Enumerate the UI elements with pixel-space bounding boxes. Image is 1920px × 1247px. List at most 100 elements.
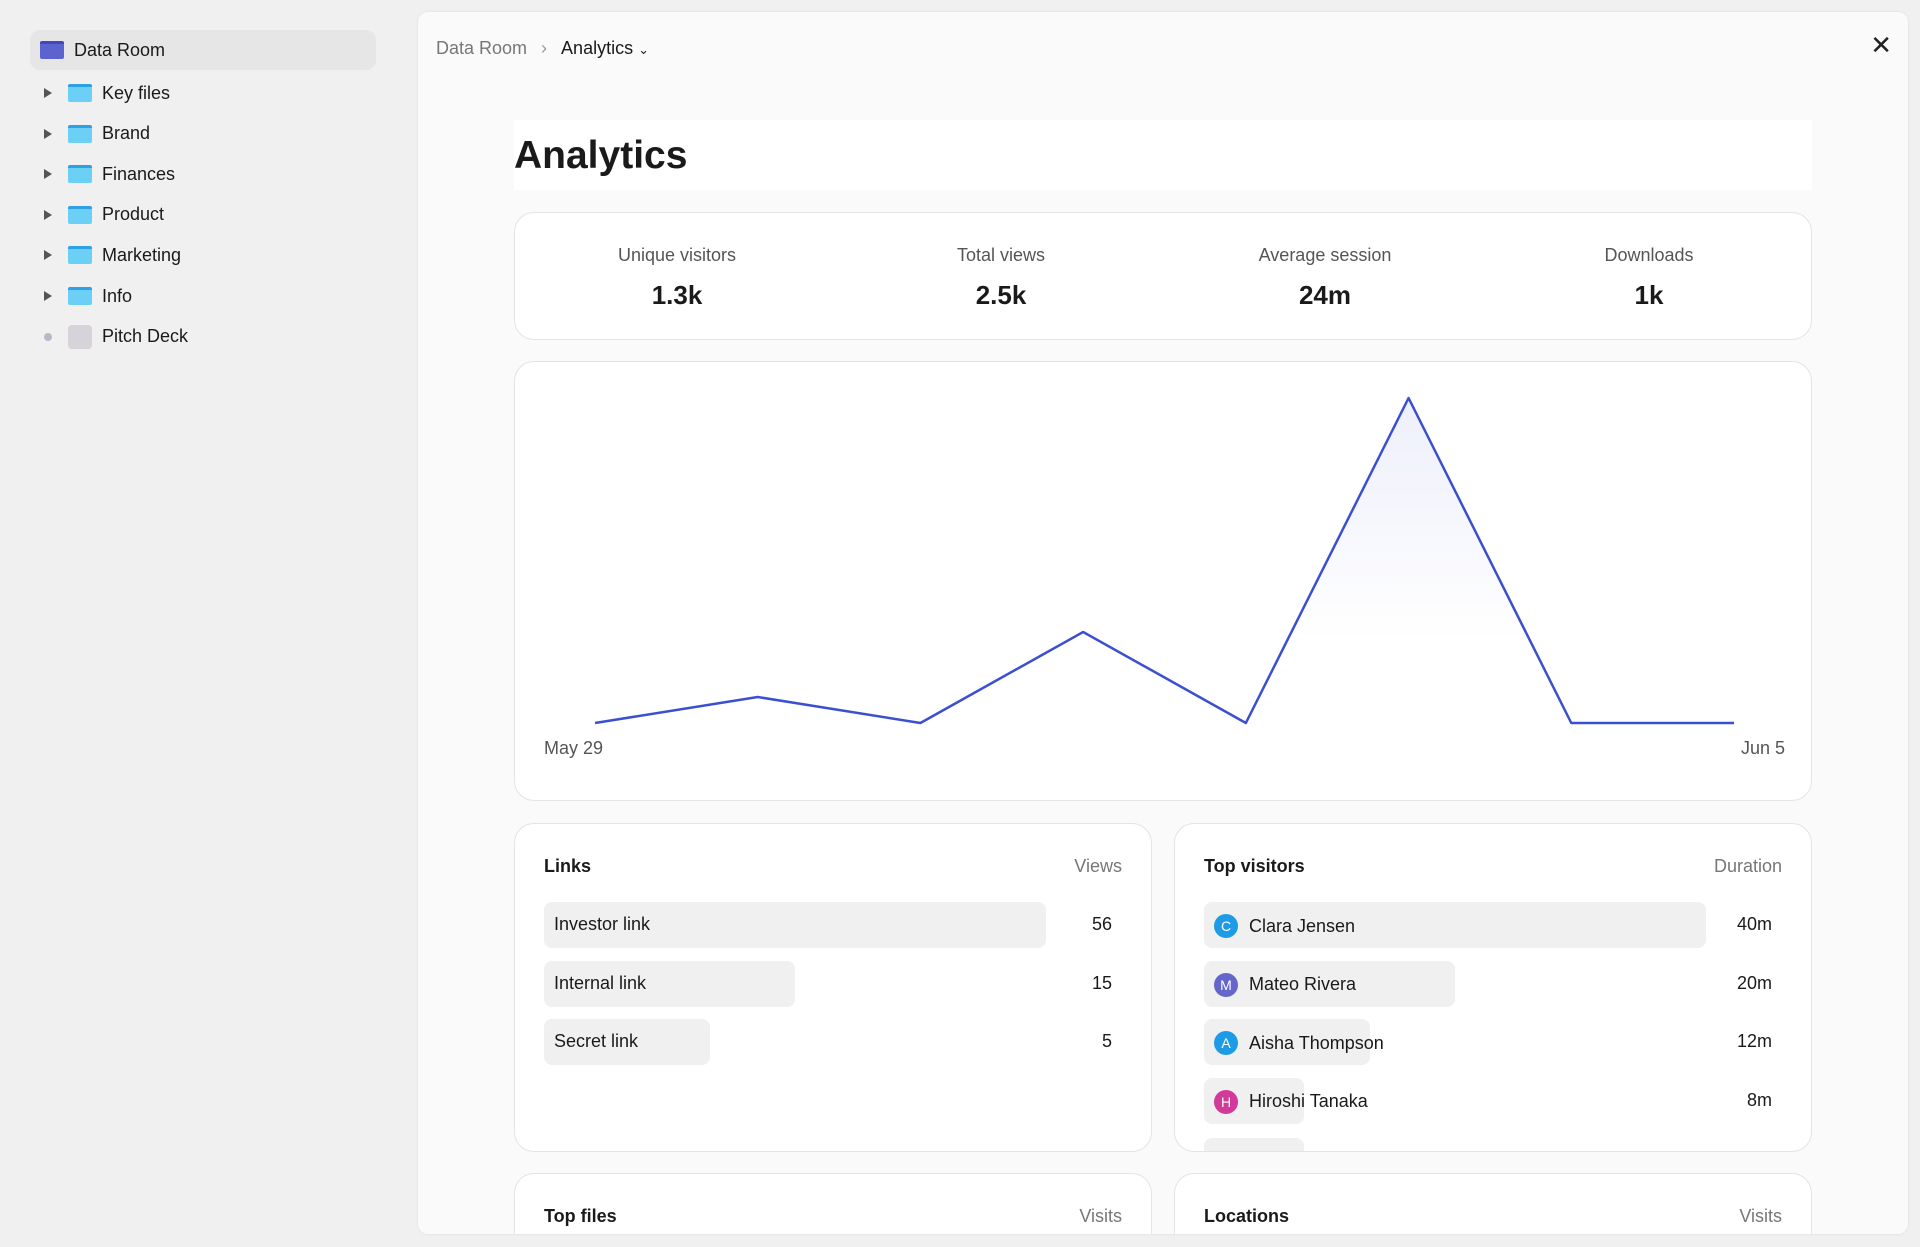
sidebar-item-pitch-deck[interactable]: Pitch Deck [44,320,188,354]
sidebar-item-marketing[interactable]: Marketing [44,238,181,272]
analytics-panel: Data Room › Analytics ⌄ ✕ Analytics Uniq… [418,12,1908,1234]
folder-icon [68,124,92,143]
sidebar-item-label: Key files [102,82,171,103]
chevron-right-icon: › [541,38,548,58]
sidebar-item-label: Brand [102,123,151,144]
link-label: Investor link [554,914,651,934]
stat-total-views: Total views 2.5k [839,213,1163,339]
x-tick-label-start: May 29 [544,738,603,758]
visitor-row[interactable]: A Aisha Thompson 12m [1204,1019,1782,1065]
sidebar-item-data-room[interactable]: Data Room [30,30,376,70]
link-row[interactable]: Investor link 56 [544,902,1122,948]
link-views: 5 [1101,1031,1112,1051]
visitors-title: Top visitors [1204,856,1305,876]
avatar: M [1214,972,1238,997]
sidebar-item-label: Data Room [74,39,166,60]
links-card: Links Views Investor link 56 Internal link… [514,823,1152,1152]
stat-value: 2.5k [975,280,1027,310]
stat-label: Unique visitors [617,245,737,265]
x-tick-label-end: Jun 5 [1741,738,1785,758]
breadcrumb-current: Analytics [561,38,634,58]
visitor-duration: 12m [1736,1031,1772,1051]
avatar: H [1214,1089,1238,1114]
breadcrumb: Data Room › Analytics ⌄ [436,38,649,59]
link-label: Internal link [554,972,647,993]
expand-arrow-icon[interactable] [44,291,52,301]
sidebar-item-label: Marketing [102,244,182,265]
sidebar-item-label: Pitch Deck [102,326,189,347]
file-thumbnail-icon [68,324,92,349]
avatar: A [1214,1031,1238,1055]
locations-column-header: Visits [1739,1206,1782,1226]
sidebar-item-label: Info [102,285,133,306]
sidebar-item-info[interactable]: Info [44,279,132,313]
folder-icon [68,165,92,184]
stat-value: 1.3k [651,280,703,310]
sidebar-item-label: Product [102,204,165,225]
link-row[interactable]: Secret link 5 [544,1019,1122,1065]
top-files-title: Top files [544,1206,617,1226]
duration-bar [1204,902,1706,948]
link-row[interactable]: Internal link 15 [544,960,1122,1007]
expand-arrow-icon[interactable] [44,250,52,261]
sidebar-item-brand[interactable]: Brand [44,117,150,151]
top-visitors-card: Top visitors Duration C Clara Jensen 40m M M… [1174,823,1812,1152]
views-chart: May 29 Jun 5 [544,396,1785,758]
views-bar [544,902,1046,948]
expand-arrow-icon[interactable] [44,88,52,98]
stats-card: Unique visitors 1.3k Total views 2.5k Aver… [514,212,1812,340]
links-column-header: Views [1074,856,1122,876]
link-views: 56 [1091,914,1112,934]
stat-label: Average session [1258,245,1392,265]
stat-label: Total views [956,245,1046,265]
folder-icon [40,41,64,59]
sidebar: Data Room Key files Brand Finances Product M… [0,0,416,1247]
stat-downloads: Downloads 1k [1487,213,1811,339]
visitor-duration: 40m [1736,914,1772,934]
chart-area [595,398,1734,723]
sidebar-item-label: Finances [102,163,176,184]
visitor-duration: 8m [1746,1089,1772,1110]
views-bar [544,960,795,1007]
folder-icon [68,205,92,224]
locations-card: Locations Visits [1174,1173,1812,1234]
visitor-name: Aisha Thompson [1249,1032,1384,1053]
chevron-down-icon: ⌄ [638,42,649,57]
stat-unique-visitors: Unique visitors 1.3k [515,213,839,339]
expand-arrow-icon[interactable] [44,128,52,139]
sidebar-item-finances[interactable]: Finances [44,157,175,191]
sidebar-item-key-files[interactable]: Key files [44,76,170,110]
chart-line [594,396,1734,725]
links-title: Links [544,856,592,876]
visitor-row[interactable]: H Hiroshi Tanaka 8m [1204,1077,1782,1124]
folder-icon [68,84,92,102]
avatar: C [1214,914,1238,938]
link-label: Secret link [554,1031,639,1051]
visitor-name: Clara Jensen [1249,915,1356,936]
visitor-duration: 20m [1736,972,1772,993]
stat-label: Downloads [1604,245,1694,265]
stat-value: 1k [1634,280,1664,310]
visitor-row[interactable]: M Mateo Rivera 20m [1204,960,1782,1007]
locations-title: Locations [1204,1206,1290,1226]
expand-arrow-icon[interactable] [44,169,52,180]
visitor-row[interactable]: C Clara Jensen 40m [1204,902,1782,948]
stat-average-session: Average session 24m [1163,213,1487,339]
breadcrumb-data-room[interactable]: Data Room [436,38,528,58]
views-bar [544,1019,710,1065]
breadcrumb-analytics-dropdown[interactable]: Analytics ⌄ [561,38,649,59]
sidebar-item-product[interactable]: Product [44,198,164,232]
folder-icon [68,287,92,305]
top-files-column-header: Visits [1079,1206,1122,1226]
duration-bar [1204,960,1455,1007]
expand-arrow-icon[interactable] [44,209,52,220]
list-item[interactable] [1204,1138,1782,1151]
visitors-column-header: Duration [1713,856,1782,876]
visitor-name: Hiroshi Tanaka [1249,1091,1368,1111]
page-title: Analytics [514,120,1812,190]
visitor-name: Mateo Rivera [1249,974,1357,994]
link-views: 15 [1091,972,1112,993]
stat-value: 24m [1298,280,1352,310]
views-chart-card: May 29 Jun 5 [514,361,1812,801]
close-icon[interactable]: ✕ [1870,30,1892,60]
